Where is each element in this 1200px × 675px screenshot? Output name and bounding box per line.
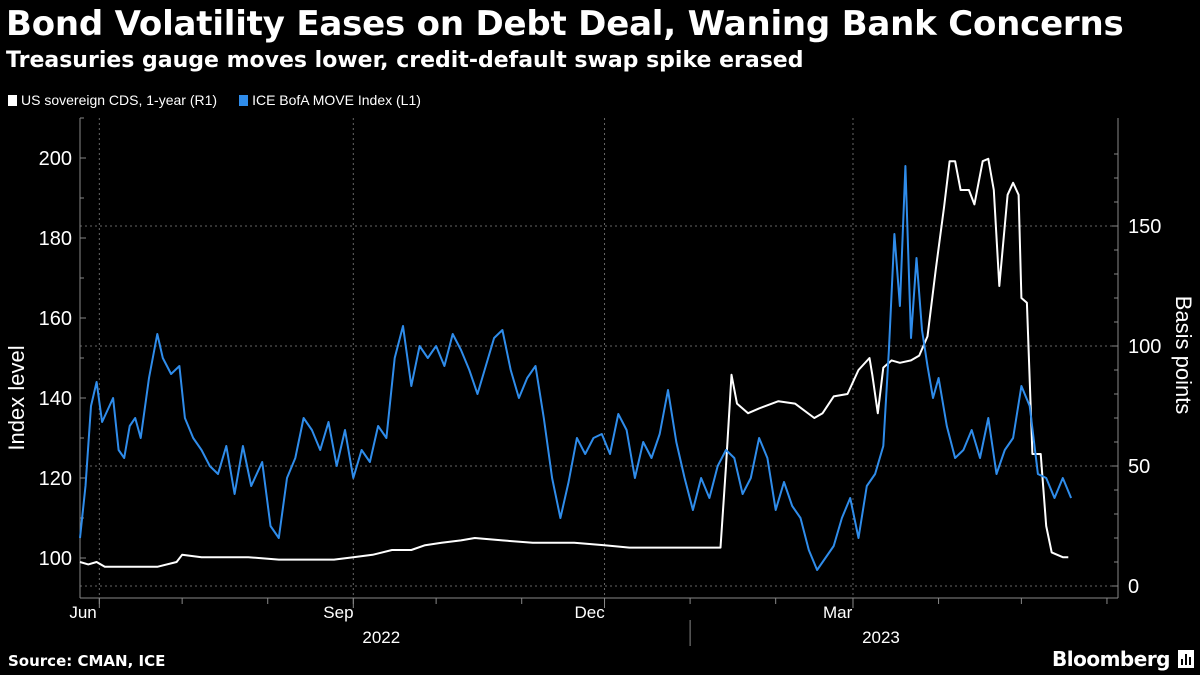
gridlines: [80, 118, 1118, 598]
y-axis-label-left: Index level: [4, 345, 29, 450]
legend-swatch-cds: [8, 94, 17, 106]
axes: 100 120 140 160 180 200 0 50 100 150 Jun Sep Dec Mar 2…: [39, 117, 1161, 647]
y-tick-label-right: 150: [1128, 216, 1161, 238]
y-tick-label-left: 180: [39, 228, 72, 250]
series-line-move: [79, 165, 1073, 571]
bloomberg-chart-icon: [1178, 650, 1194, 668]
y-tick-label-left: 200: [39, 148, 72, 170]
x-year-label: 2022: [362, 628, 400, 647]
series-lines: [79, 157, 1073, 571]
chart-subtitle: Treasuries gauge moves lower, credit-def…: [6, 48, 804, 73]
legend: US sovereign CDS, 1-year (R1) ICE BofA M…: [8, 92, 421, 108]
x-tick-label: Dec: [575, 603, 606, 622]
x-year-label: 2023: [862, 628, 900, 647]
legend-item-cds[interactable]: US sovereign CDS, 1-year (R1): [8, 92, 217, 108]
x-tick-label: Mar: [823, 603, 853, 622]
legend-label-cds: US sovereign CDS, 1-year (R1): [21, 92, 218, 108]
y-tick-label-left: 100: [39, 548, 72, 570]
series-line-cds: [79, 157, 1069, 568]
y-tick-label-right: 100: [1128, 336, 1161, 358]
y-axis-label-right: Basis points: [1171, 296, 1196, 415]
x-tick-label: Jun: [69, 603, 96, 622]
y-tick-label-right: 0: [1128, 576, 1139, 598]
y-tick-label-right: 50: [1128, 456, 1150, 478]
source-note: Source: CMAN, ICE: [8, 652, 166, 670]
brand-logo: Bloomberg: [1052, 647, 1170, 671]
chart-title: Bond Volatility Eases on Debt Deal, Wani…: [6, 4, 1124, 44]
legend-item-move[interactable]: ICE BofA MOVE Index (L1): [239, 92, 421, 108]
y-tick-label-left: 160: [39, 308, 72, 330]
x-tick-label: Sep: [323, 603, 353, 622]
y-tick-label-left: 120: [39, 468, 72, 490]
legend-swatch-move: [239, 94, 249, 106]
legend-label-move: ICE BofA MOVE Index (L1): [252, 92, 421, 108]
y-tick-label-left: 140: [39, 388, 72, 410]
